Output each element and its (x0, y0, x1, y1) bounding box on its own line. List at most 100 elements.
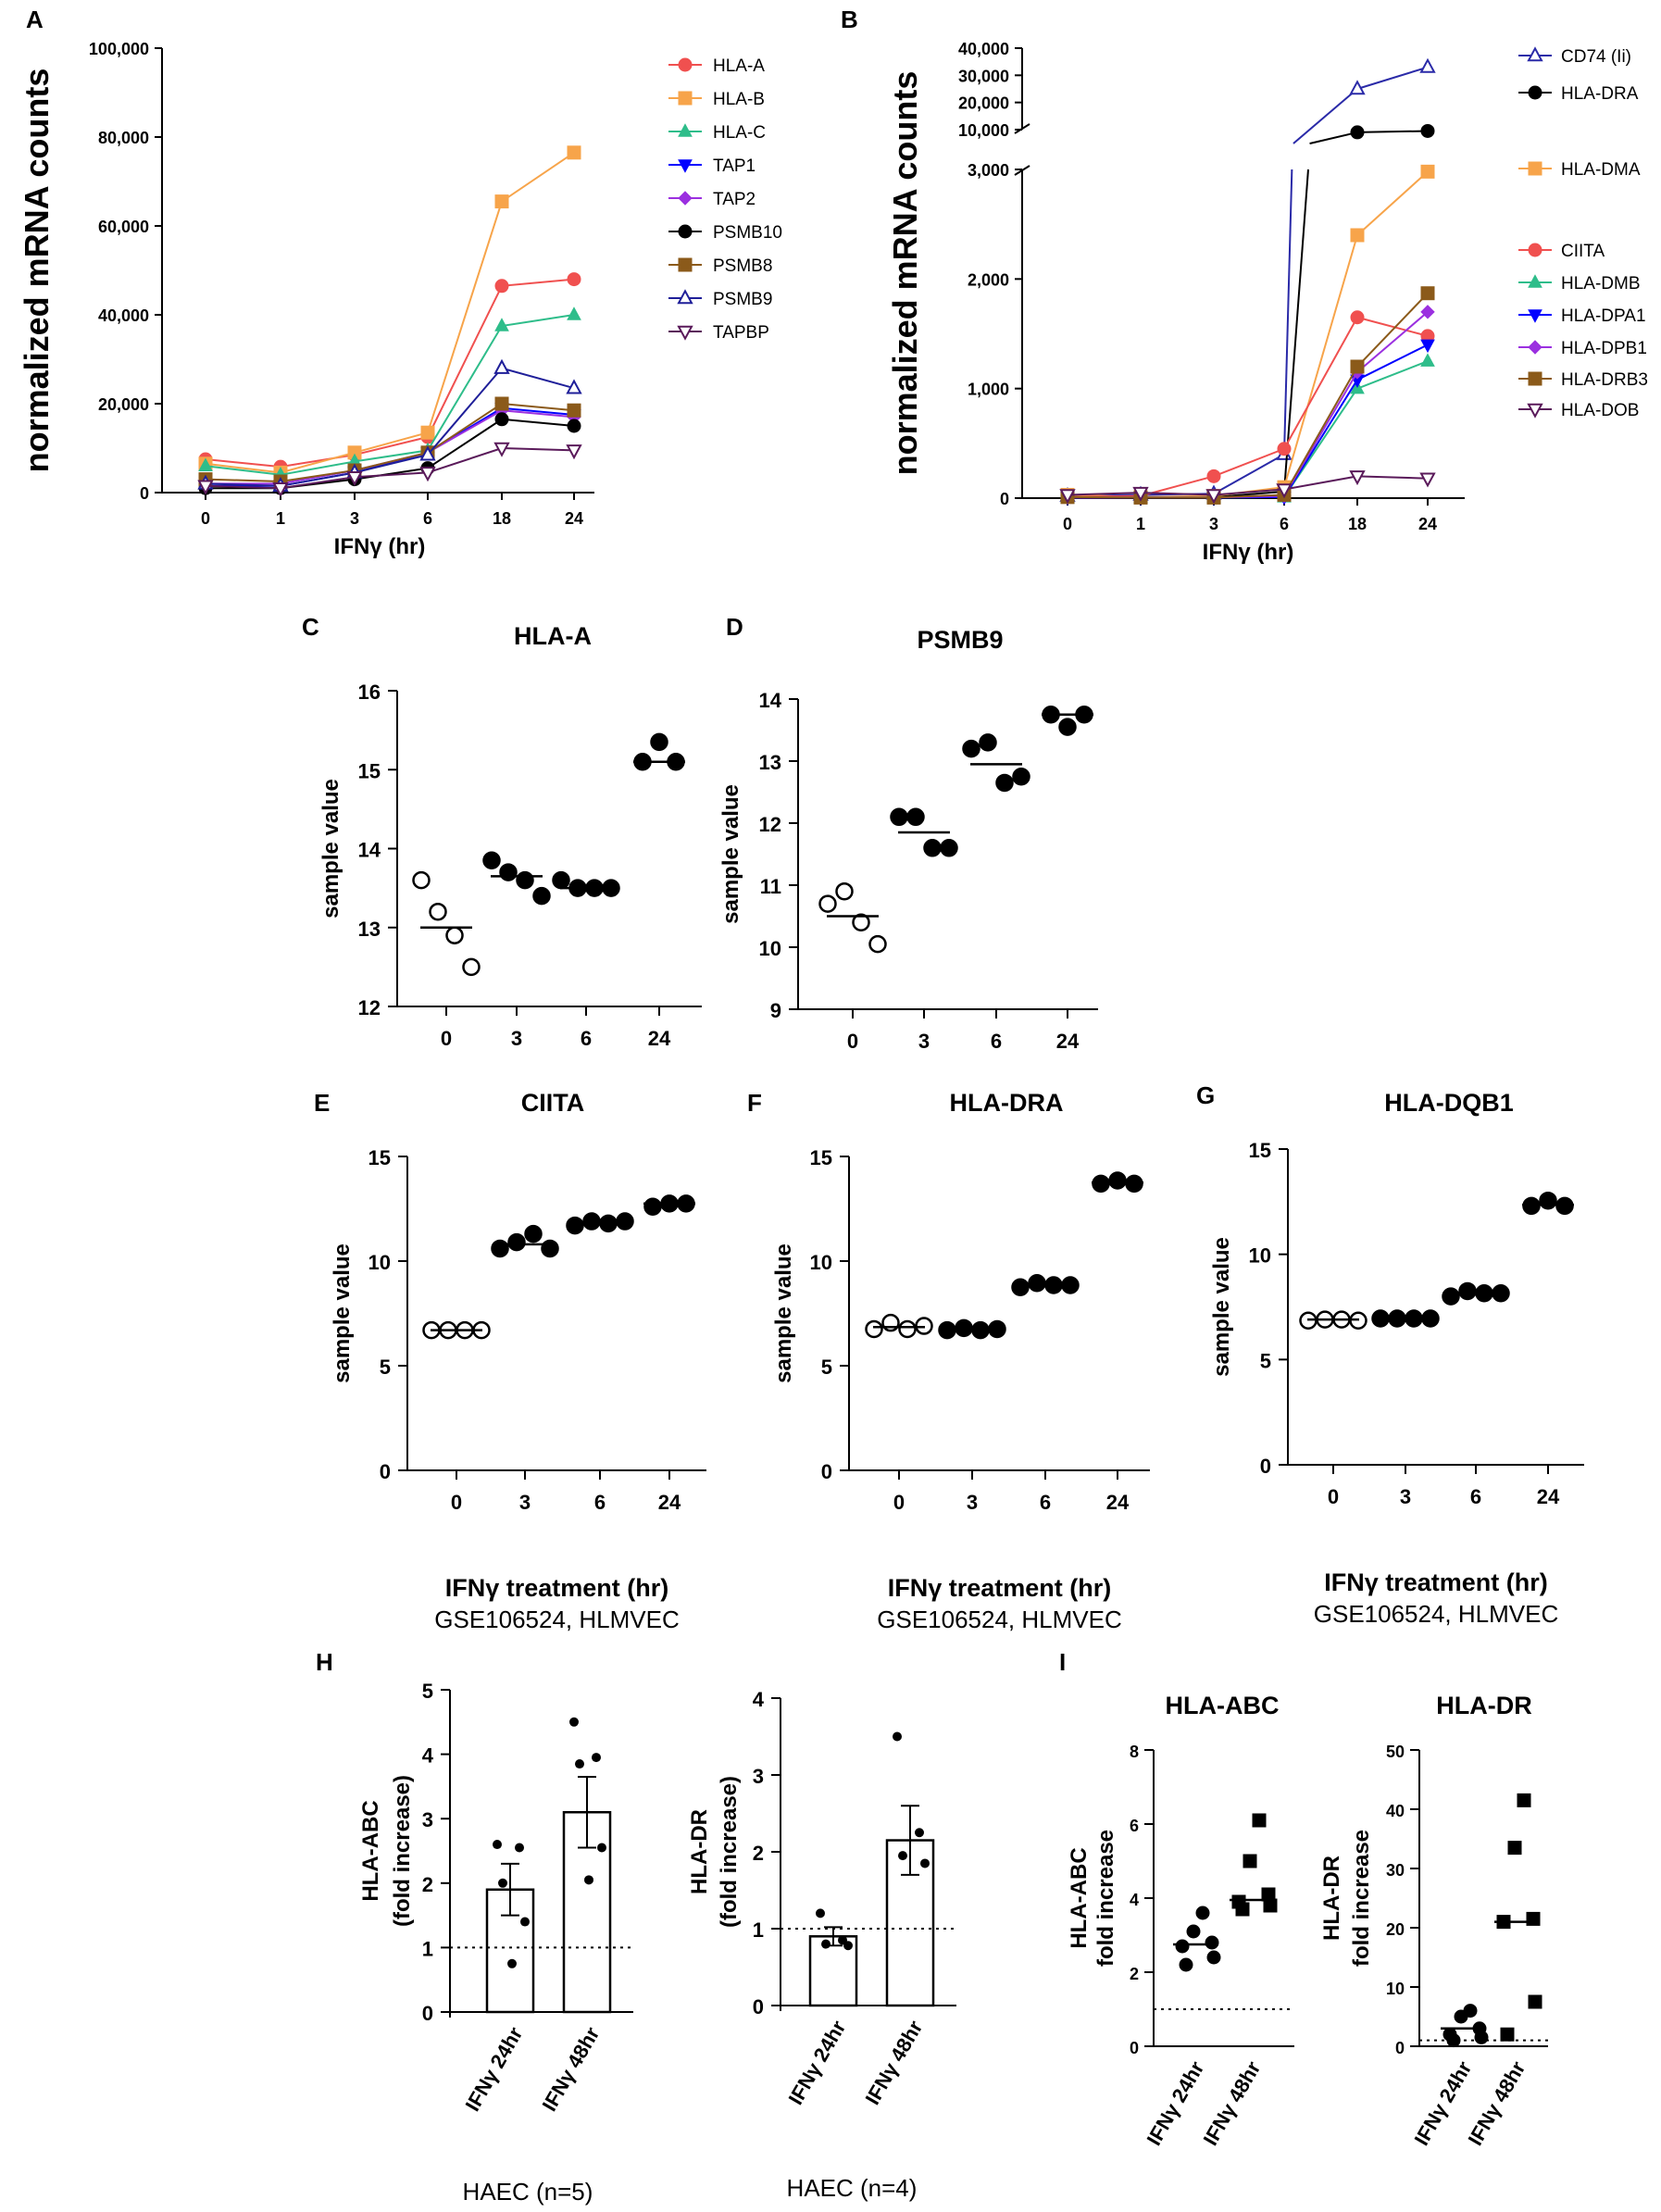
c-data-point (429, 902, 447, 921)
g-data-point (1539, 1191, 1557, 1210)
h1-y-tick-label: 1 (422, 1937, 433, 1960)
g-y-axis-label: sample value (1209, 1237, 1234, 1377)
b-y-tick-label: 40,000 (958, 40, 1009, 58)
a-data-point (494, 279, 509, 294)
panel-label-d: D (726, 613, 743, 641)
i2-y-tick-label: 20 (1386, 1920, 1405, 1939)
a-legend-label: TAP1 (713, 156, 756, 176)
e-x-tick-label: 3 (519, 1491, 531, 1514)
a-legend-label: HLA-A (713, 56, 765, 76)
g-data-point (1458, 1281, 1477, 1301)
g-y-tick-label: 5 (1260, 1349, 1271, 1372)
f-y-tick-label: 0 (821, 1460, 832, 1483)
h1-data-point (498, 1878, 507, 1888)
d-data-point (868, 934, 887, 954)
i1-y-tick-label: 4 (1130, 1891, 1139, 1909)
d-x-tick-label: 24 (1056, 1030, 1080, 1053)
b-legend-label: CD74 (Ii) (1561, 47, 1631, 67)
b-data-point (1132, 486, 1149, 502)
b-legend-marker (1528, 243, 1542, 257)
h2-y-tick-label: 1 (753, 1918, 764, 1942)
c-y-tick-label: 12 (358, 996, 381, 1019)
b-legend-marker (1528, 161, 1542, 176)
g-x-tick-label: 3 (1400, 1485, 1411, 1508)
i1-data-point (1175, 1939, 1190, 1954)
i2-y-axis-label: HLA-DR (1319, 1856, 1344, 1941)
i2-data-point (1500, 2027, 1515, 2042)
f-data-point (1028, 1273, 1046, 1293)
i1-data-point (1186, 1924, 1201, 1939)
panel-label-h: H (316, 1648, 333, 1676)
h1-data-point (515, 1843, 524, 1853)
b-legend-marker (1528, 274, 1542, 288)
a-legend-marker (678, 91, 693, 106)
b-series-segment (1283, 169, 1309, 492)
h2-data-point (898, 1851, 907, 1861)
a-y-tick-label: 80,000 (98, 129, 149, 147)
a-series-line (205, 446, 575, 490)
h2-data-point (920, 1858, 930, 1868)
h2-y-axis-label-2: (fold increase) (717, 1776, 742, 1928)
a-series-line (205, 278, 575, 469)
d-data-point (1058, 718, 1077, 736)
c-y-tick-label: 15 (358, 759, 381, 782)
h2-data-point (816, 1908, 825, 1918)
d-y-tick-label: 11 (760, 875, 781, 898)
i2-data-point (1517, 1793, 1531, 1807)
g-dataset-label: GSE106524, HLMVEC (1314, 1600, 1558, 1628)
a-x-tick-label: 3 (350, 509, 359, 528)
b-series-segment (1140, 492, 1215, 496)
a-data-point (567, 306, 581, 320)
d-data-point (940, 839, 958, 857)
a-series-line (205, 151, 575, 474)
h1-y-axis-label-2: (fold increase) (390, 1775, 415, 1927)
c-y-tick-label: 14 (358, 839, 381, 862)
b-y-tick-label: 1,000 (968, 381, 1009, 399)
i1-y-tick-label: 6 (1130, 1817, 1139, 1835)
c-x-tick-label: 0 (441, 1027, 452, 1050)
a-data-point (346, 470, 363, 487)
a-data-point (494, 412, 509, 427)
h1-y-tick-label: 0 (422, 2002, 433, 2025)
d-data-point (818, 894, 837, 913)
panel-label-c: C (302, 613, 319, 641)
b-y-tick-label: 3,000 (968, 161, 1009, 180)
b-data-point (1349, 470, 1366, 486)
b-x-tick-label: 3 (1209, 515, 1218, 533)
a-legend-label: HLA-C (713, 123, 766, 143)
b-legend-label: HLA-DRA (1561, 84, 1639, 104)
b-series-segment (1283, 169, 1293, 455)
d-x-tick-label: 0 (847, 1030, 858, 1053)
a-data-point (494, 318, 509, 331)
f-data-point (1011, 1278, 1030, 1296)
b-x-tick-label: 1 (1136, 515, 1145, 533)
a-legend-marker (677, 289, 693, 305)
a-data-point (566, 444, 582, 460)
f-x-axis-label: IFNγ treatment (hr) (888, 1574, 1112, 1602)
b-data-point (1420, 123, 1435, 138)
c-data-point (462, 957, 481, 977)
b-legend-marker (1528, 309, 1542, 323)
e-y-axis-label: sample value (330, 1243, 355, 1383)
i1-y-tick-label: 2 (1130, 1965, 1139, 1983)
h1-y-tick-label: 5 (422, 1680, 433, 1703)
b-series-segment (1213, 453, 1285, 495)
f-data-point (881, 1313, 900, 1332)
panel-label-g: G (1196, 1081, 1215, 1109)
d-data-point (890, 807, 908, 827)
b-y-axis-label: normalized mRNA counts (886, 71, 924, 476)
h1-y-tick-label: 2 (422, 1873, 433, 1896)
e-data-point (643, 1197, 662, 1216)
a-x-axis-label: IFNγ (hr) (334, 534, 426, 559)
panel-label-f: F (747, 1089, 762, 1117)
b-series-segment (1213, 447, 1285, 478)
a-legend-label: PSMB9 (713, 290, 772, 309)
d-data-point (906, 807, 925, 827)
f-data-point (898, 1319, 917, 1339)
h1-sample-label: HAEC (n=5) (463, 2178, 593, 2206)
c-data-point (532, 886, 551, 906)
a-legend-marker (677, 325, 693, 341)
d-y-tick-label: 14 (759, 689, 782, 712)
i1-y-tick-label: 0 (1130, 2039, 1139, 2057)
